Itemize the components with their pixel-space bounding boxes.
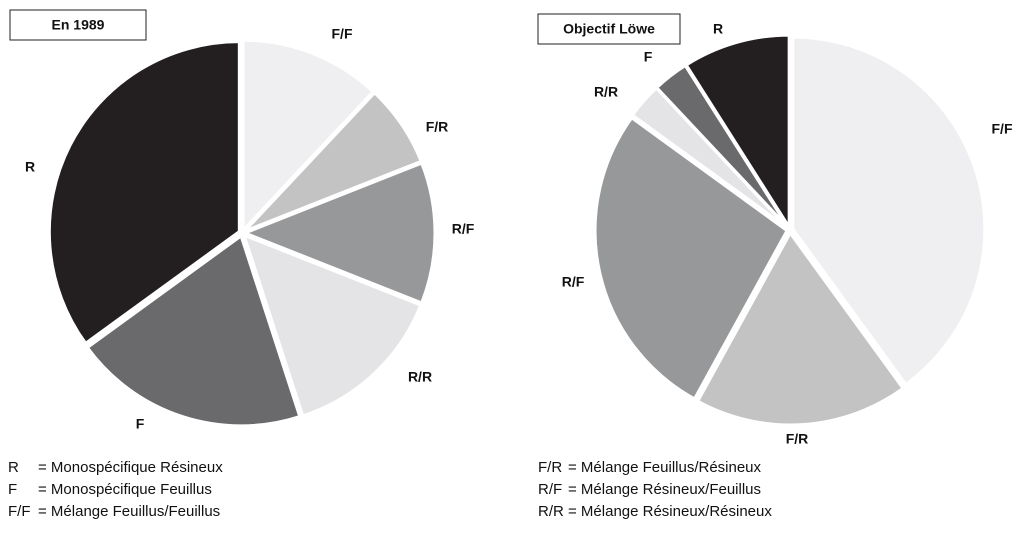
pie-slice (85, 233, 302, 428)
legend-code: R (8, 459, 19, 476)
slice-label: F (644, 49, 653, 65)
slice-label: R/R (408, 369, 432, 385)
legend-code: F/R (538, 459, 562, 476)
slice-label: R/R (594, 84, 618, 100)
legend-code: F/F (8, 503, 31, 520)
slice-label: R (713, 21, 723, 37)
slice-label: R/F (562, 274, 585, 290)
pie-slice (240, 161, 437, 305)
slice-label: F/F (332, 26, 353, 42)
legend-text: = Mélange Feuillus/Résineux (568, 459, 762, 476)
chart-title: Objectif Löwe (563, 21, 655, 37)
pie-slice (241, 38, 376, 234)
legend-code: F (8, 481, 17, 498)
title-box (9, 9, 147, 41)
legend-text: = Mélange Résineux/Feuillus (568, 481, 761, 498)
pie-slice (47, 40, 241, 346)
slice-label: R/F (452, 221, 475, 237)
pie-slice (243, 90, 424, 233)
legend-code: R/F (538, 481, 562, 498)
legend-code: R/R (538, 503, 564, 520)
slice-label: F/R (426, 119, 449, 135)
slice-label: F (136, 416, 145, 432)
pie-slice (241, 232, 423, 418)
pie-slice (695, 230, 906, 427)
chart-title: En 1989 (52, 17, 105, 33)
title-box (537, 13, 681, 45)
legend-text: = Monospécifique Feuillus (38, 481, 212, 498)
slice-label: R (25, 159, 35, 175)
legend-text: = Monospécifique Résineux (38, 459, 223, 476)
legend-text: = Mélange Feuillus/Feuillus (38, 503, 220, 520)
legend-text: = Mélange Résineux/Résineux (568, 503, 772, 520)
pie-slice (593, 115, 790, 401)
pie-slice (791, 35, 987, 387)
slice-label: F/R (786, 431, 809, 447)
slice-label: F/F (992, 121, 1013, 137)
pie-slice (684, 33, 791, 233)
